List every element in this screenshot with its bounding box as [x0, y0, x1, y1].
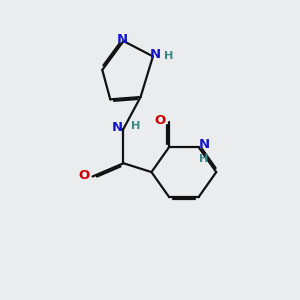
Text: H: H	[130, 121, 140, 131]
Text: O: O	[155, 114, 166, 127]
Text: N: N	[116, 33, 128, 46]
Text: N: N	[150, 47, 161, 61]
Text: N: N	[112, 121, 123, 134]
Text: H: H	[164, 51, 173, 61]
Text: O: O	[79, 169, 90, 182]
Text: H: H	[199, 154, 208, 164]
Text: N: N	[198, 138, 209, 151]
